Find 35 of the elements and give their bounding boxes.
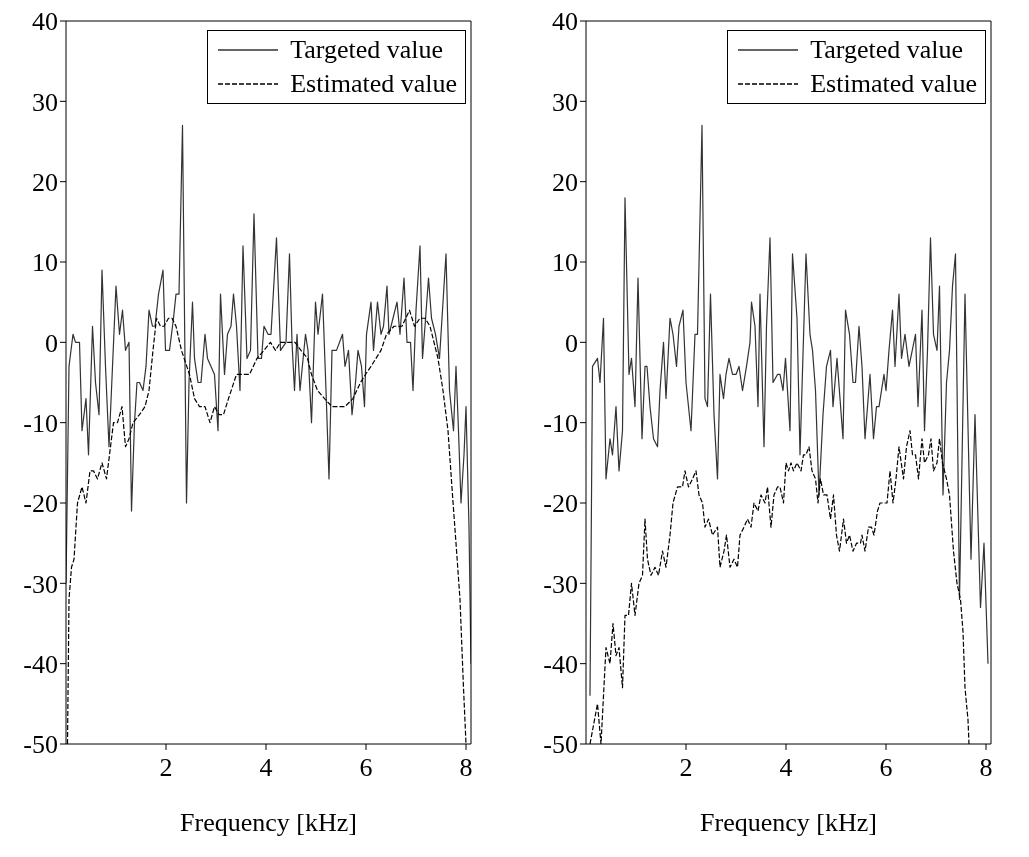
y-tick-label: 30 [32, 87, 58, 117]
x-tick-label: 8 [459, 753, 473, 783]
x-axis-title: Frequency [kHz] [700, 808, 877, 837]
x-tick-label: 8 [979, 753, 993, 783]
y-tick-label: 0 [45, 328, 58, 358]
y-tick-label: 0 [565, 328, 578, 358]
y-tick-label: 20 [32, 167, 58, 197]
y-tick-label: -10 [23, 408, 58, 438]
x-tick-label: 2 [679, 753, 693, 783]
y-tick-label: -10 [543, 408, 578, 438]
y-tick-label: 10 [552, 248, 578, 278]
legend-label: Targeted value [290, 34, 444, 66]
x-tick-label: 4 [259, 753, 273, 783]
y-tick-label: -20 [23, 489, 58, 519]
legend-label: Estimated value [810, 68, 977, 100]
y-tick-label: 20 [552, 167, 578, 197]
y-tick-label: 10 [32, 248, 58, 278]
y-tick-label: -40 [543, 649, 578, 679]
y-tick-label: 30 [552, 87, 578, 117]
y-tick-label: 40 [552, 7, 578, 37]
y-tick-label: -40 [23, 649, 58, 679]
y-tick-label: 40 [32, 7, 58, 37]
x-tick-label: 6 [879, 753, 893, 783]
y-tick-label: -20 [543, 489, 578, 519]
line-series [589, 124, 989, 697]
y-tick-label: -30 [23, 569, 58, 599]
x-tick-label: 6 [359, 753, 373, 783]
x-axis-title: Frequency [kHz] [180, 808, 357, 837]
legend-label: Estimated value [290, 68, 457, 100]
y-tick-label: -50 [23, 730, 58, 760]
y-tick-label: -50 [543, 730, 578, 760]
x-tick-label: 2 [159, 753, 173, 783]
legend-label: Targeted value [810, 34, 964, 66]
y-tick-label: -30 [543, 569, 578, 599]
x-tick-label: 4 [779, 753, 793, 783]
